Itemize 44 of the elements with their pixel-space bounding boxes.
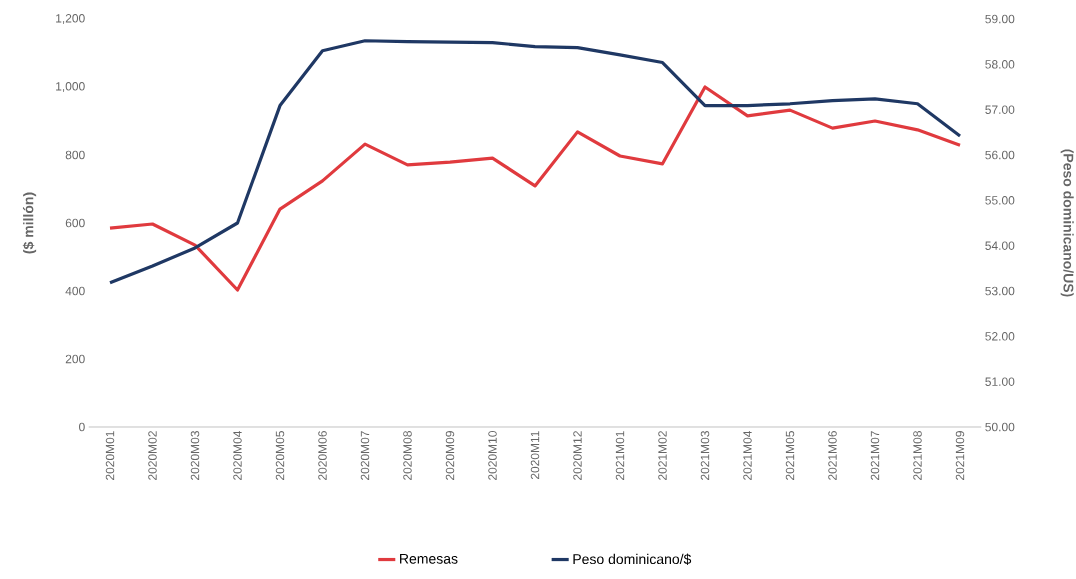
y2-tick-label: 55.00 (985, 196, 1015, 205)
y2-tick-label: 59.00 (985, 14, 1015, 24)
line-series (108, 39, 962, 285)
x-tick-label: 2021M07 (870, 431, 880, 480)
y2-tick-label: 56.00 (985, 150, 1015, 160)
x-tick-label: 2020M05 (275, 431, 285, 480)
y2-tick-label: 58.00 (985, 60, 1015, 69)
x-tick-label: 2020M01 (105, 431, 115, 480)
y-tick-label: 400 (65, 286, 85, 296)
x-tick-label: 2020M04 (233, 430, 242, 480)
x-tick-label: 2021M02 (658, 431, 667, 480)
line-series (108, 85, 962, 292)
x-tick-label: 2020M06 (318, 431, 327, 480)
x-tick-label: 2020M10 (488, 431, 497, 480)
y2-axis-title: (Peso dominicano/US) (1060, 149, 1074, 297)
y2-tick-label: 50.00 (985, 422, 1015, 432)
legend-label: Remesas (400, 553, 458, 564)
x-tick-label: 2021M06 (828, 431, 837, 480)
y-tick-label: 800 (65, 150, 85, 160)
x-tick-label: 2020M07 (360, 431, 370, 480)
y-tick-label: 200 (65, 354, 85, 364)
x-tick-label: 2021M01 (615, 431, 625, 480)
x-tick-label: 2020M08 (403, 431, 412, 480)
y2-tick-label: 52.00 (985, 332, 1015, 341)
y-tick-label: 600 (65, 218, 85, 228)
y-tick-label: 1,000 (56, 82, 85, 92)
legend-label: Peso dominicano/$ (573, 553, 692, 565)
y2-tick-label: 53.00 (985, 286, 1015, 296)
x-tick-label: 2021M03 (700, 431, 710, 480)
y-tick-label: 0 (79, 422, 85, 432)
x-tick-label: 2021M09 (955, 431, 965, 480)
y2-tick-label: 51.00 (985, 377, 1015, 386)
y2-tick-label: 54.00 (985, 241, 1015, 250)
x-tick-label: 2021M04 (743, 430, 752, 480)
x-tick-label: 2021M05 (785, 431, 795, 480)
y2-tick-label: 57.00 (985, 105, 1015, 114)
x-tick-label: 2021M08 (913, 431, 922, 480)
x-tick-label: 2020M02 (148, 431, 157, 480)
x-tick-label: 2020M03 (190, 431, 200, 480)
x-tick-label: 2020M09 (445, 431, 455, 480)
y-axis-title: ($ millón) (22, 192, 37, 254)
x-tick-label: 2020M12 (573, 431, 582, 480)
x-tick-label: 2020M11 (530, 431, 540, 480)
y-tick-label: 1,200 (56, 14, 85, 24)
